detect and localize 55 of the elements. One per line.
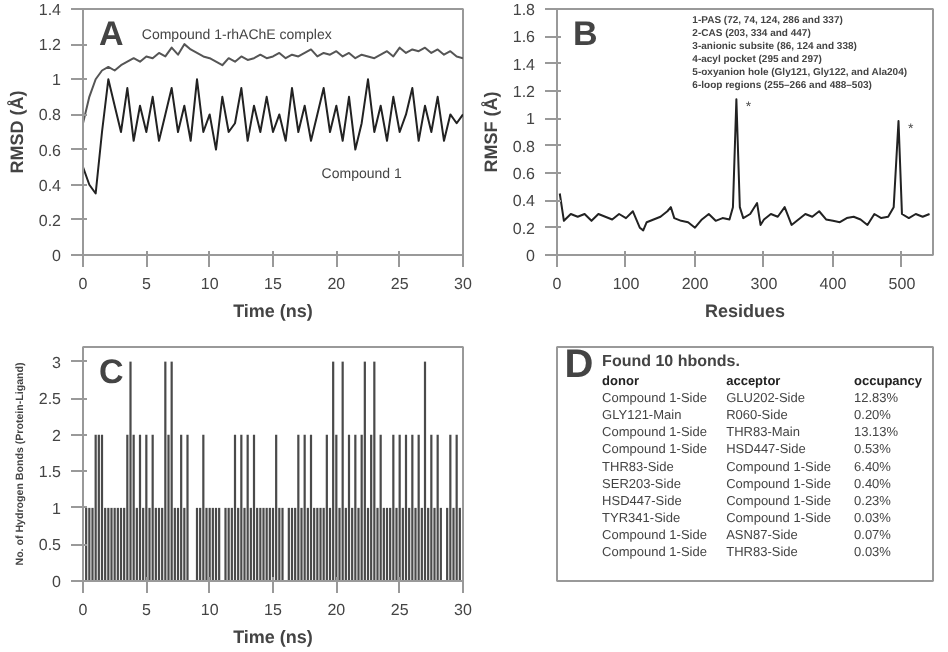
y-tick-label: 0.8 bbox=[512, 137, 537, 156]
x-tick-label: 100 bbox=[612, 275, 641, 293]
x-tick-label: 5 bbox=[141, 601, 152, 619]
x-tick-label: 10 bbox=[200, 275, 220, 293]
x-tick-label: 300 bbox=[750, 275, 779, 293]
y-tick-label: 0 bbox=[52, 247, 63, 265]
x-tick-label: 25 bbox=[390, 601, 410, 619]
x-tick-label: 10 bbox=[200, 601, 220, 619]
x-tick-label: 500 bbox=[888, 275, 917, 293]
y-tick-label: 1.4 bbox=[512, 55, 537, 74]
x-axis-title: Time (ns) bbox=[233, 627, 313, 647]
x-tick-label: 15 bbox=[264, 601, 283, 619]
y-tick-label: 0.4 bbox=[38, 176, 63, 195]
x-tick-label: 20 bbox=[327, 601, 347, 619]
y-tick-label: 0.8 bbox=[38, 106, 63, 125]
x-axis-title: Time (ns) bbox=[233, 301, 313, 321]
x-tick-label: 15 bbox=[264, 275, 283, 293]
y-tick-label: 1 bbox=[52, 71, 63, 90]
y-tick-label: 0.5 bbox=[38, 536, 63, 555]
y-tick-label: 0.6 bbox=[512, 165, 537, 183]
annotation: B bbox=[573, 15, 598, 53]
y-tick-label: 0 bbox=[52, 573, 63, 591]
y-tick-label: 1.2 bbox=[38, 36, 63, 55]
y-tick-label: 0.2 bbox=[38, 211, 63, 230]
y-tick-label: 1 bbox=[526, 110, 537, 129]
y-tick-label: 1 bbox=[52, 499, 63, 518]
y-tick-label: 0 bbox=[526, 247, 537, 265]
x-tick-label: 25 bbox=[390, 275, 410, 293]
y-tick-label: 1.4 bbox=[38, 1, 63, 19]
x-tick-label: 0 bbox=[552, 275, 563, 293]
y-tick-label: 3 bbox=[52, 353, 63, 372]
x-tick-label: 400 bbox=[819, 275, 848, 293]
x-tick-label: 200 bbox=[681, 275, 710, 293]
x-axis-title: Residues bbox=[704, 301, 786, 321]
annotation: C bbox=[99, 353, 124, 391]
y-tick-label: 0.2 bbox=[512, 219, 537, 238]
y-tick-label: 2.5 bbox=[38, 390, 63, 409]
text: Found 10 hbonds. bbox=[602, 352, 740, 371]
y-tick-label: 0.4 bbox=[512, 192, 537, 211]
x-tick-label: 20 bbox=[327, 275, 347, 293]
y-tick-label: 2 bbox=[52, 426, 63, 445]
y-tick-label: 1.8 bbox=[512, 1, 537, 19]
y-tick-label: 0.6 bbox=[38, 141, 63, 160]
y-axis-title: RMSD (Å) bbox=[6, 90, 27, 174]
y-tick-label: 1.6 bbox=[512, 28, 537, 47]
x-tick-label: 5 bbox=[141, 275, 152, 293]
text: D bbox=[564, 342, 594, 387]
x-tick-label: 0 bbox=[78, 275, 89, 293]
y-tick-label: 1.2 bbox=[512, 83, 537, 101]
y-tick-label: 1.5 bbox=[38, 463, 63, 482]
x-tick-label: 30 bbox=[454, 275, 473, 293]
x-tick-label: 30 bbox=[454, 601, 473, 619]
x-tick-label: 0 bbox=[78, 601, 89, 619]
annotation: A bbox=[99, 15, 124, 53]
y-axis-title: RMSF (Å) bbox=[480, 91, 501, 173]
